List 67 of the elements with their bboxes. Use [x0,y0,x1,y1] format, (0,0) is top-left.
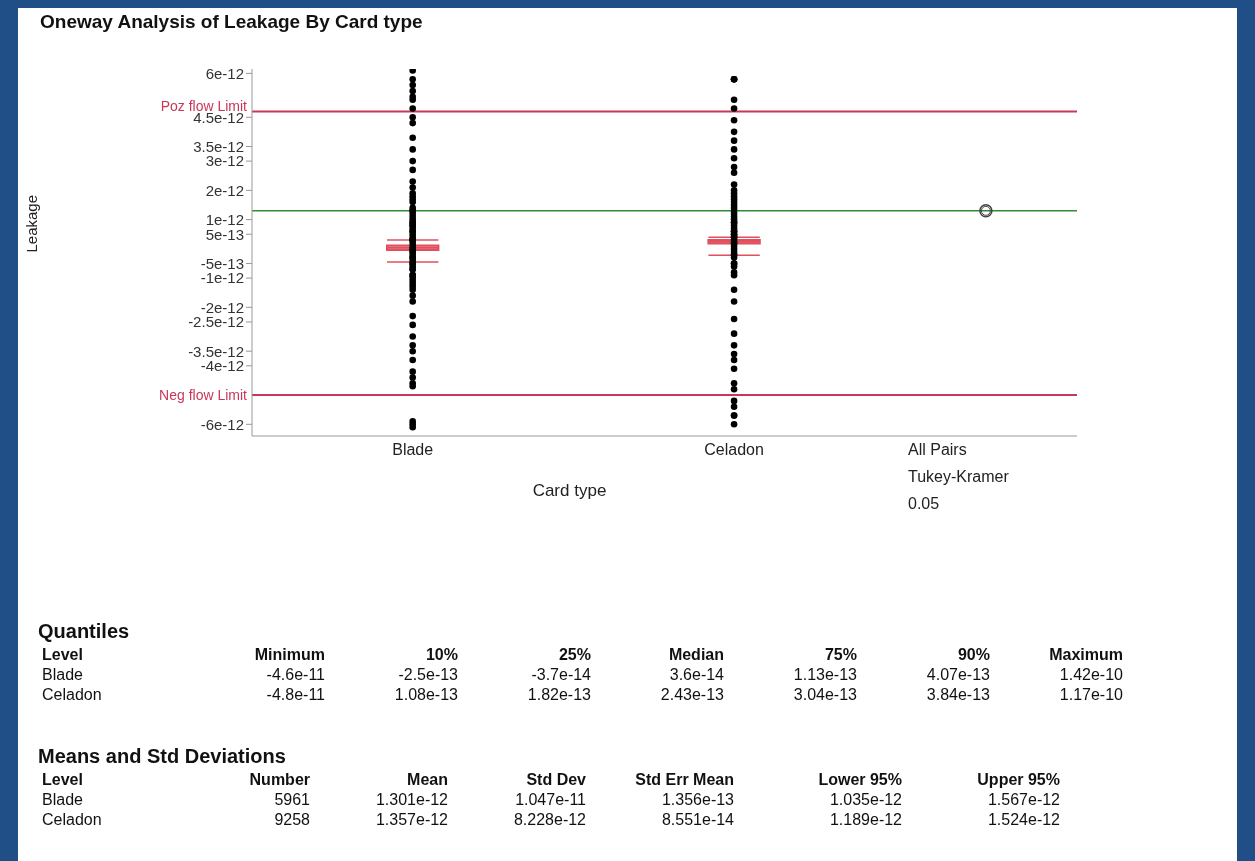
category-label: Maximum [1048,645,1124,665]
text: 1.189e-12 [829,811,902,828]
y-tick-label: 3e-12 [205,152,244,170]
chart-title: Oneway Analysis of Leakage By Card type [40,11,423,33]
category-label: Celadon [42,811,102,828]
text: 4.07e-13 [926,666,990,683]
category-label: Number [248,770,311,790]
text: 1.301e-12 [375,791,448,808]
text: -4.6e-11 [266,666,325,683]
ref-line-label: Neg flow Limit [159,387,248,404]
text: All Pairs [908,440,968,460]
category-label: 90% [956,645,991,665]
category-label: Upper 95% [976,770,1061,790]
text: 1.13e-13 [793,666,857,683]
text: Quantiles [38,620,131,643]
text: -2.5e-13 [398,666,458,683]
category-label: Lower 95% [817,770,903,790]
text: 1.047e-11 [515,791,586,808]
x-axis-title: Card type [532,481,607,500]
y-tick-label: 3.5e-12 [193,137,244,155]
text: 1.356e-13 [661,791,734,808]
text: Level [41,770,84,790]
text: 1.82e-13 [527,686,591,703]
text: 2.43e-13 [660,686,724,703]
y-tick-label: 5e-13 [205,225,244,243]
text: 1.42e-10 [1059,666,1123,683]
y-tick-label: -2e-12 [200,298,244,316]
text: 3.04e-13 [793,686,857,703]
category-label: Blade [42,666,83,683]
text: Tukey-Kramer [908,467,1009,487]
y-tick-label: -2.5e-12 [188,313,244,331]
category-label: Std Dev [525,770,587,790]
text: 0.05 [908,494,941,514]
text: 1.567e-12 [987,791,1060,808]
category-label: 75% [823,645,858,665]
category-label: 10% [424,645,459,665]
category-label: Mean [406,770,449,790]
y-tick-label: -4e-12 [200,357,244,375]
text: Level [41,645,84,665]
category-label: Median [667,645,725,665]
text: 3.6e-14 [669,666,724,683]
text: -3.7e-14 [531,666,591,683]
text: 9258 [274,811,310,828]
text: Means and Std Deviations [38,745,287,768]
text: 1.524e-12 [987,811,1060,828]
y-tick-label: -3.5e-12 [188,342,244,360]
text: 8.551e-14 [661,811,734,828]
category-label: Blade [42,791,83,808]
y-tick-label: -6e-12 [200,415,244,433]
y-tick-label: -5e-13 [200,254,244,272]
y-tick-label: 6e-12 [205,64,244,82]
category-label: Minimum [253,645,326,665]
category-label: Std Err Mean [634,770,735,790]
category-label: Celadon [42,686,102,703]
y-tick-label: 2e-12 [205,181,244,199]
y-tick-label: -1e-12 [200,269,244,287]
text: 1.17e-10 [1059,686,1123,703]
text: 8.228e-12 [513,811,586,828]
text: 1.035e-12 [829,791,902,808]
y-axis-title: Leakage [23,194,41,253]
text: 1.357e-12 [375,811,448,828]
text: 5961 [274,791,310,808]
text: 3.84e-13 [926,686,990,703]
text: 1.08e-13 [394,686,458,703]
text: -4.8e-11 [266,686,325,703]
category-label: 25% [557,645,592,665]
y-tick-label: 1e-12 [205,210,244,228]
